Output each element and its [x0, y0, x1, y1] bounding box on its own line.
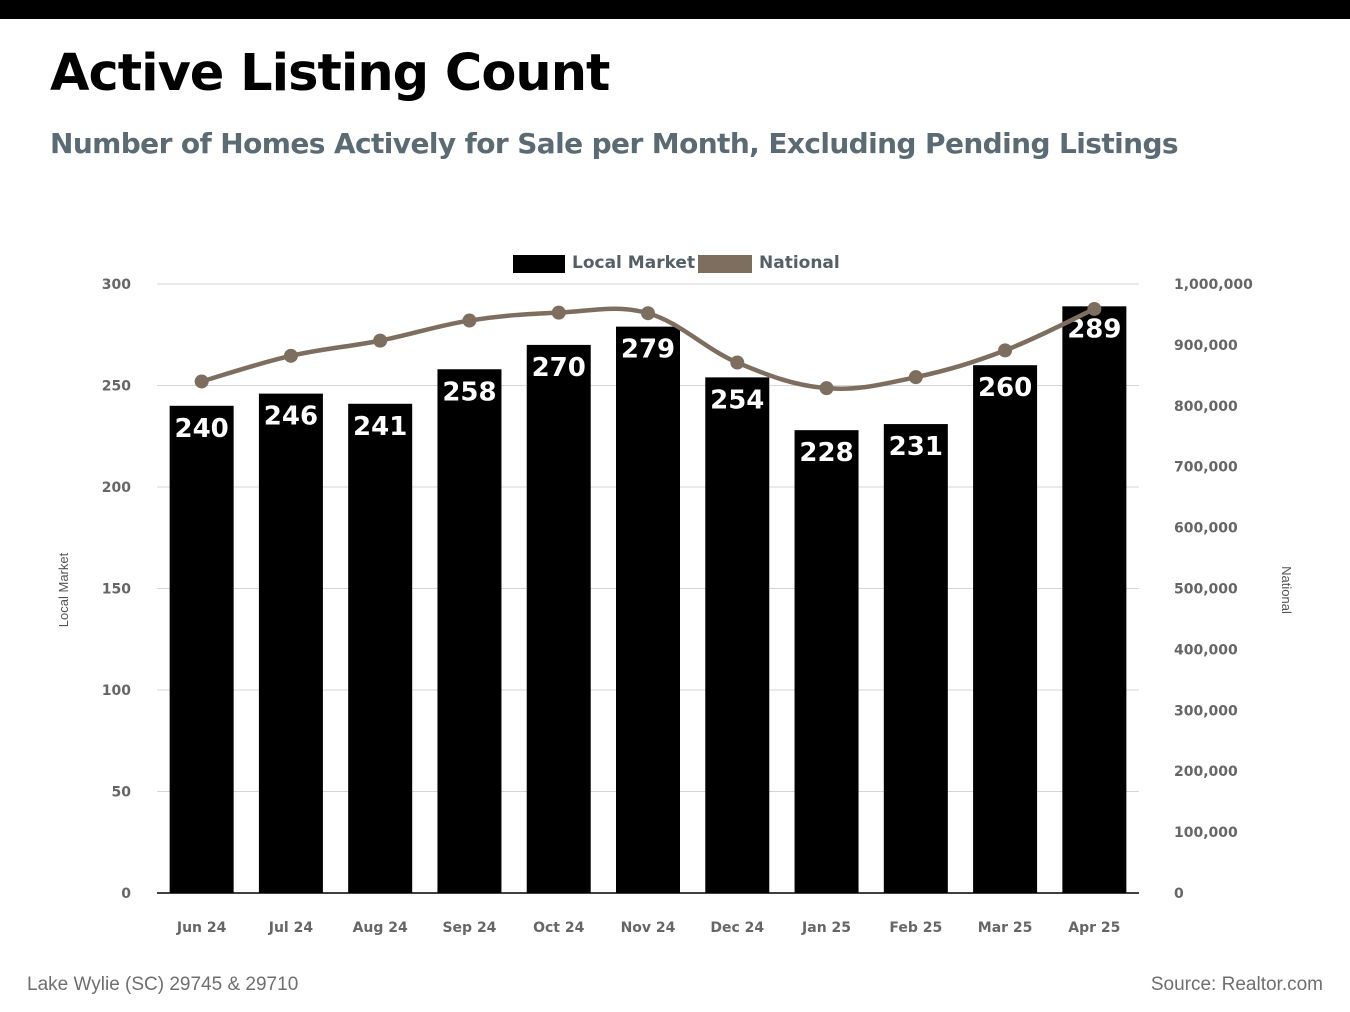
- bar-data-label: 258: [442, 377, 496, 407]
- bar-data-label: 254: [710, 385, 764, 415]
- bar: [794, 430, 859, 893]
- y2-tick-label: 500,000: [1174, 582, 1238, 598]
- x-tick-label: Sep 24: [442, 920, 496, 936]
- bar: [526, 344, 591, 893]
- bar: [437, 369, 502, 893]
- y2-tick-label: 600,000: [1174, 521, 1238, 537]
- national-point: [819, 381, 834, 396]
- y-tick-label: 150: [102, 582, 131, 598]
- bar: [258, 393, 323, 893]
- footer-location: Lake Wylie (SC) 29745 & 29710: [27, 974, 299, 995]
- bar-data-label: 270: [532, 353, 586, 383]
- x-tick-label: Nov 24: [621, 920, 676, 936]
- bar-data-label: 231: [889, 432, 943, 462]
- y-axis-title: Local Market: [56, 552, 71, 627]
- national-point: [730, 355, 745, 370]
- y-tick-label: 200: [102, 480, 131, 496]
- y2-tick-label: 900,000: [1174, 338, 1238, 354]
- y-tick-label: 300: [102, 277, 131, 293]
- bar-data-label: 279: [621, 335, 675, 365]
- national-point: [908, 370, 923, 385]
- footer-source: Source: Realtor.com: [1150, 974, 1323, 995]
- bar: [883, 424, 948, 893]
- y2-tick-label: 800,000: [1174, 399, 1238, 415]
- y-tick-label: 250: [102, 379, 131, 395]
- y-tick-label: 50: [112, 785, 132, 801]
- y2-tick-label: 100,000: [1174, 825, 1238, 841]
- y2-tick-label: 200,000: [1174, 764, 1238, 780]
- bar: [705, 377, 770, 893]
- chart-title: Active Listing Count: [50, 44, 610, 103]
- y2-tick-label: 300,000: [1174, 703, 1238, 719]
- y2-tick-label: 0: [1174, 886, 1184, 902]
- legend-label-local: Local Market: [572, 253, 695, 273]
- bar-data-label: 228: [799, 438, 853, 468]
- x-tick-label: Mar 25: [978, 920, 1033, 936]
- bar-data-label: 241: [353, 412, 407, 442]
- bar: [169, 405, 234, 893]
- x-tick-label: Jul 24: [268, 920, 314, 936]
- national-point: [1087, 301, 1102, 316]
- bar: [616, 326, 680, 893]
- national-point: [998, 343, 1013, 358]
- x-tick-label: Jan 25: [801, 920, 851, 936]
- x-tick-label: Dec 24: [710, 920, 764, 936]
- x-tick-label: Jun 24: [176, 920, 227, 936]
- y-tick-label: 0: [121, 886, 131, 902]
- bar: [1062, 306, 1127, 894]
- national-point: [641, 306, 655, 321]
- national-point: [373, 333, 388, 348]
- x-tick-label: Aug 24: [353, 920, 408, 936]
- x-tick-label: Oct 24: [533, 920, 585, 936]
- y-tick-label: 100: [102, 683, 131, 699]
- y2-tick-label: 700,000: [1174, 460, 1238, 476]
- bar: [973, 365, 1038, 893]
- legend-swatch-national: [698, 255, 752, 273]
- national-point: [462, 313, 477, 328]
- y2-tick-label: 1,000,000: [1174, 277, 1253, 293]
- x-tick-label: Apr 25: [1068, 920, 1120, 936]
- national-point: [283, 348, 298, 363]
- national-point: [194, 374, 209, 389]
- bar-data-label: 246: [264, 402, 318, 432]
- legend-label-national: National: [759, 253, 840, 273]
- legend-swatch-local: [513, 255, 565, 273]
- x-tick-label: Feb 25: [889, 920, 942, 936]
- y2-tick-label: 400,000: [1174, 642, 1238, 658]
- bar-data-label: 260: [978, 373, 1032, 403]
- national-point: [551, 305, 566, 320]
- bar-data-label: 240: [174, 414, 228, 444]
- top-bar: [0, 0, 1350, 19]
- bar: [348, 403, 413, 893]
- chart-subtitle: Number of Homes Actively for Sale per Mo…: [50, 127, 1179, 160]
- y2-axis-title: National: [1279, 566, 1294, 614]
